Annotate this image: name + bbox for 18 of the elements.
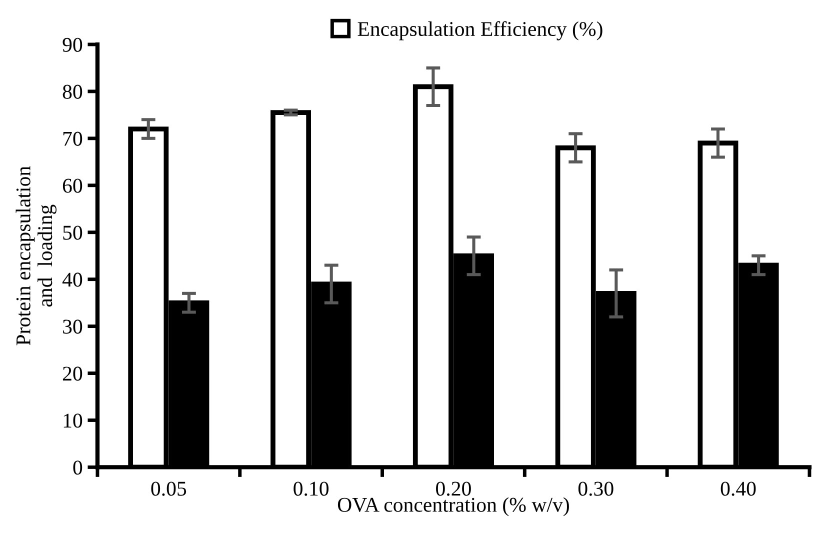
y-axis-title: Protein encapsulation and loading [16, 166, 56, 346]
y-tick-label: 0 [73, 460, 82, 475]
x-tick-label: 0.10 [294, 482, 329, 496]
y-tick-label: 60 [62, 178, 82, 193]
legend-label: Encapsulation Efficiency (%) [358, 21, 602, 40]
y-tick-label: 90 [62, 38, 82, 52]
x-tick-label: 0.30 [578, 482, 614, 496]
y-tick-label: 30 [63, 320, 82, 334]
x-tick-label: 0.20 [436, 482, 471, 496]
y-tick-label: 10 [64, 414, 82, 428]
y-tick-label: 70 [63, 132, 82, 146]
x-tick-label: 0.40 [720, 482, 756, 496]
y-tick-label: 80 [62, 84, 82, 99]
x-tick-label: 0.05 [151, 482, 186, 496]
y-tick-label: 40 [62, 272, 82, 287]
y-tick-label: 50 [63, 226, 82, 240]
y-tick-label: 20 [62, 366, 82, 381]
x-axis-title: OVA concentration (% w/v) [338, 497, 569, 516]
